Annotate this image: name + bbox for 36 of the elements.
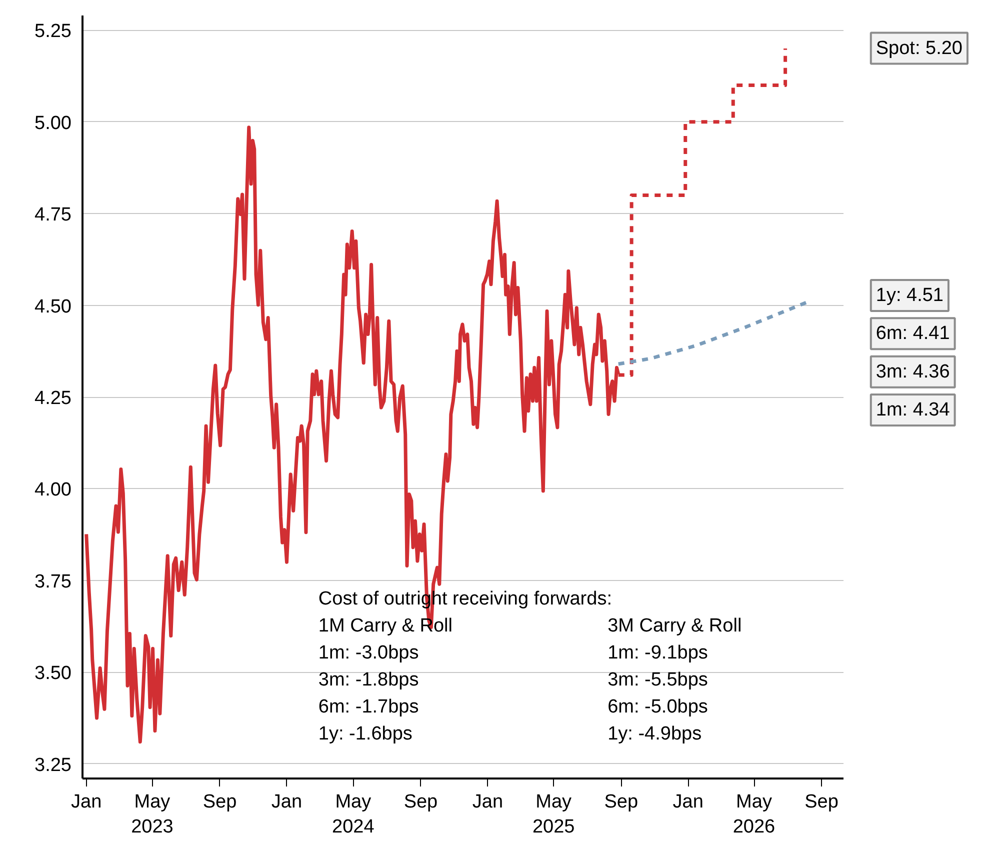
annotation: 1y: -4.9bps (608, 724, 702, 745)
x-tick-label: May 2023 (131, 792, 174, 838)
x-tick-label: Sep (804, 792, 838, 812)
text: 1m: 4.34 (876, 399, 950, 420)
y-tick-label: 4.25 (34, 388, 72, 409)
y-tick-label: 4.00 (34, 480, 72, 501)
x-tick-label: Sep (604, 792, 638, 812)
y-tick-label: 3.25 (34, 754, 72, 776)
x-tick-label: Jan (271, 792, 302, 812)
annotation: 1m: -9.1bps (608, 642, 708, 664)
y-tick-label: 5.25 (34, 21, 72, 42)
y-tick-label: 4.75 (34, 204, 72, 226)
annotation: 6m: -5.0bps (608, 696, 708, 718)
annotation: 1y: -1.6bps (318, 724, 412, 745)
x-tick-label: Jan (71, 792, 102, 812)
x-tick-label: May 2026 (732, 792, 776, 838)
y-tick-label: 3.50 (34, 663, 72, 684)
annotation: 1m: -3.0bps (318, 642, 419, 664)
x-tick-label: May 2024 (332, 792, 375, 838)
text: 1y: 4.51 (876, 285, 944, 306)
y-tick-label: 5.00 (34, 112, 72, 134)
annotation: 3M Carry & Roll (608, 616, 742, 637)
annotation: 6m: -1.7bps (318, 696, 419, 718)
annotation: 3m: -5.5bps (608, 670, 708, 691)
x-tick-label: May 2025 (532, 792, 575, 838)
y-tick-label: 4.50 (34, 296, 72, 318)
text: 3m: 4.36 (876, 361, 950, 382)
text: Spot: 5.20 (876, 38, 963, 59)
annotation: 1M Carry & Roll (318, 616, 452, 637)
annotation: 3m: -1.8bps (318, 670, 419, 691)
x-tick-label: Sep (404, 792, 438, 812)
x-tick-label: Jan (472, 792, 504, 812)
x-tick-label: Jan (672, 792, 704, 812)
x-tick-label: Sep (202, 792, 237, 812)
text: 6m: 4.41 (876, 323, 950, 344)
y-tick-label: 3.75 (34, 571, 72, 592)
